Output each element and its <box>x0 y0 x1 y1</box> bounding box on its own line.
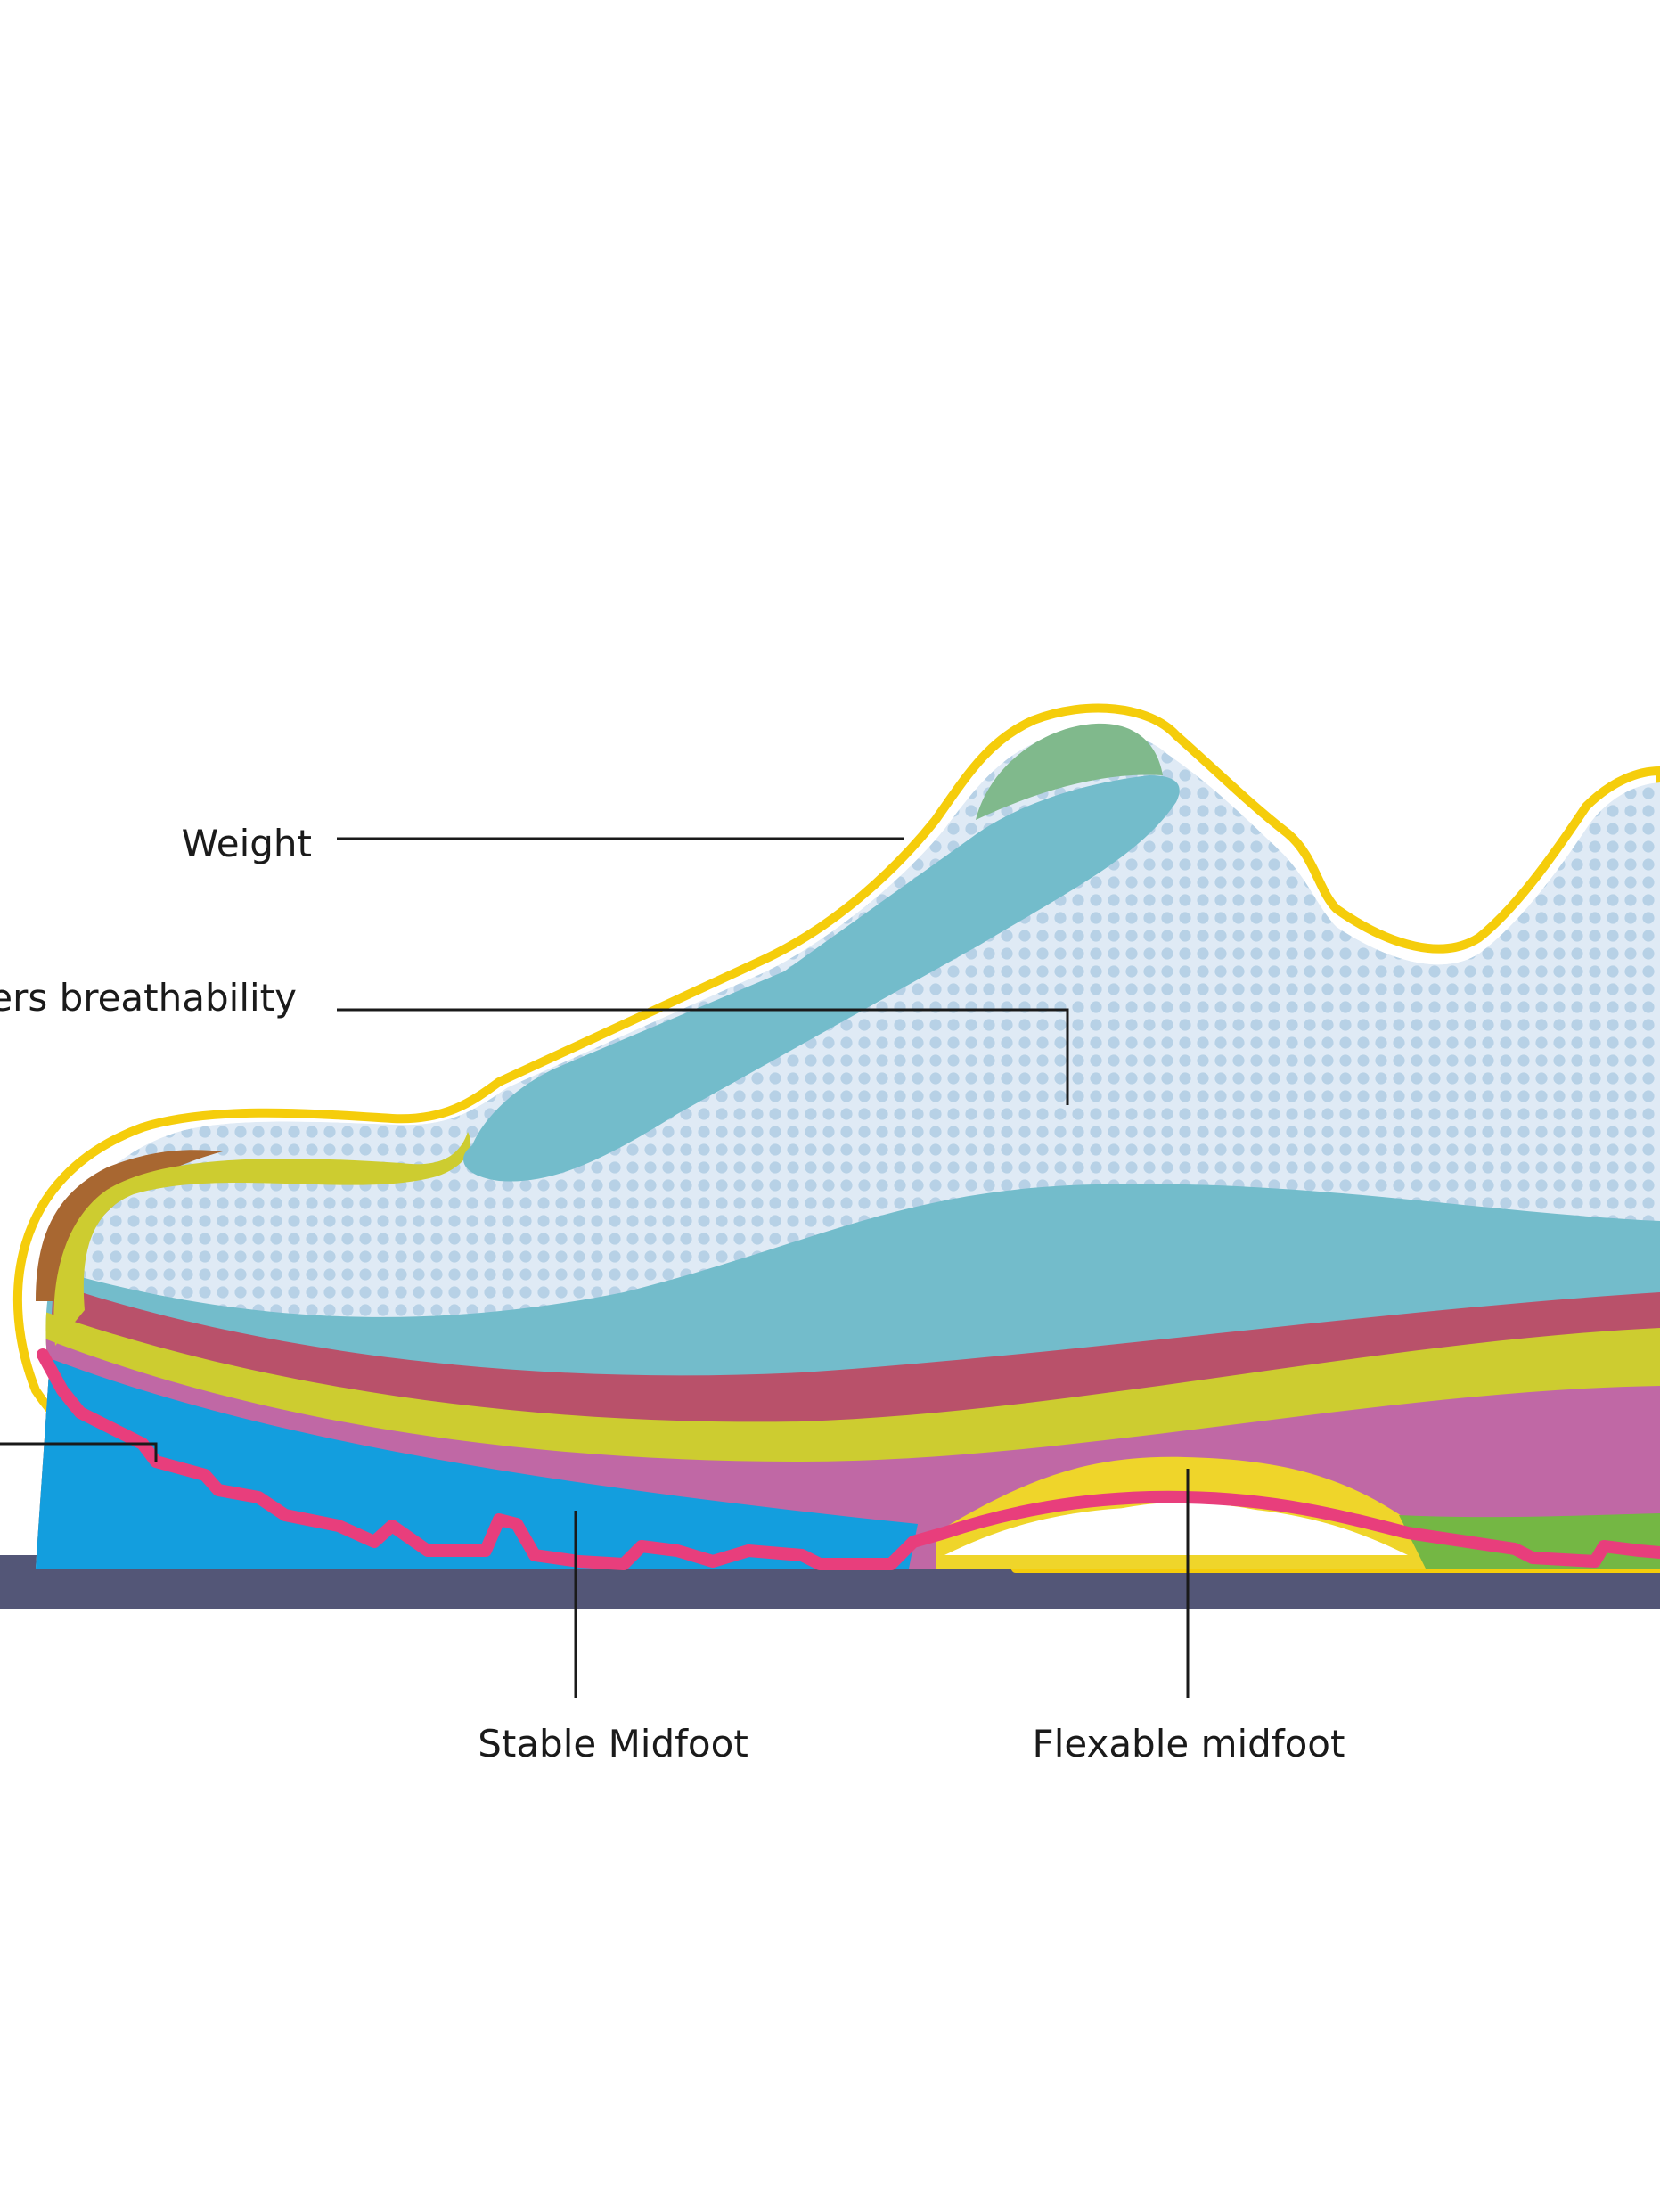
toe-cap-lime <box>53 1132 471 1346</box>
collar-green <box>976 723 1163 820</box>
outsole-tread <box>37 1348 1660 1570</box>
left-leader <box>0 1442 158 1462</box>
toe-cap <box>36 1150 223 1301</box>
label-weight: Weight <box>182 822 312 865</box>
leader-lines <box>0 837 1190 1698</box>
label-flexable-midfoot: Flexable midfoot <box>1033 1722 1345 1766</box>
breathability-leader <box>337 1008 1069 1105</box>
outsole-blue <box>36 1355 918 1569</box>
label-breathability: ers breathability <box>0 976 297 1020</box>
sole-gap-white <box>944 1506 1408 1555</box>
label-stable-midfoot: Stable Midfoot <box>478 1722 748 1766</box>
lace-panel <box>463 775 1180 1182</box>
